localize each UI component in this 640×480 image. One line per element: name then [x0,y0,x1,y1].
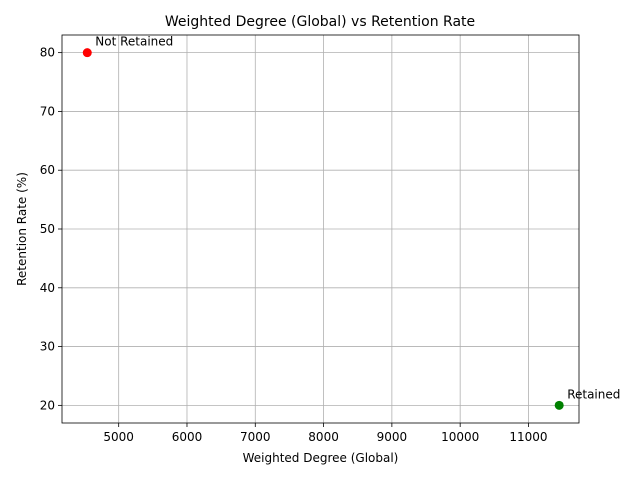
x-axis-label: Weighted Degree (Global) [243,451,399,465]
x-tick-label: 10000 [441,430,479,444]
data-points: Not Retained Retained [82,35,620,410]
x-tick-label: 11000 [509,430,547,444]
y-tick-label: 20 [40,398,55,412]
y-axis-ticks: 20 30 40 50 60 70 80 [40,46,62,412]
data-point [554,400,564,410]
y-axis-label: Retention Rate (%) [15,172,29,286]
x-tick-label: 9000 [377,430,408,444]
y-tick-label: 30 [40,340,55,354]
x-tick-label: 5000 [103,430,134,444]
chart-title: Weighted Degree (Global) vs Retention Ra… [165,14,475,30]
data-point-label: Retained [567,387,620,401]
y-tick-label: 60 [40,163,55,177]
y-tick-label: 70 [40,104,55,118]
y-tick-label: 40 [40,281,55,295]
x-tick-label: 6000 [172,430,203,444]
y-tick-label: 50 [40,222,55,236]
y-tick-label: 80 [40,46,55,60]
x-tick-label: 7000 [240,430,271,444]
data-point-label: Not Retained [95,35,173,49]
data-point [82,48,92,58]
x-axis-ticks: 5000 6000 7000 8000 9000 10000 11000 [103,423,548,444]
x-tick-label: 8000 [308,430,339,444]
grid [62,35,579,423]
